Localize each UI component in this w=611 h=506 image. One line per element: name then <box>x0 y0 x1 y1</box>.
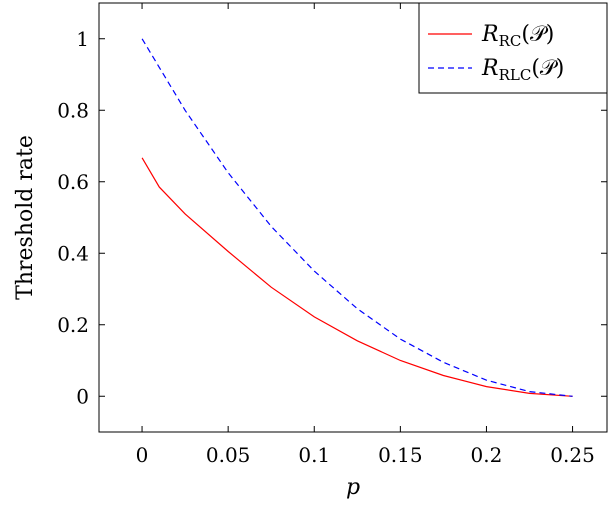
series-line-rc <box>141 157 573 397</box>
y-tick-label: 0.6 <box>57 170 89 194</box>
legend-rc-main: R <box>481 22 499 47</box>
x-axis-label: p <box>346 475 360 500</box>
series-layer <box>141 38 573 397</box>
legend-rc-tail: (𝒫) <box>521 22 554 47</box>
x-tick-label: 0 <box>136 443 149 467</box>
x-tick-label: 0.05 <box>206 443 251 467</box>
y-tick-label: 0.2 <box>57 313 89 337</box>
legend: RRC(𝒫) RRLC(𝒫) <box>418 2 608 94</box>
y-tick-label: 0.8 <box>57 98 89 122</box>
y-axis-label: Threshold rate <box>13 135 38 300</box>
legend-rlc-sub: RLC <box>499 66 532 84</box>
legend-rc-sub: RC <box>499 32 522 50</box>
x-tick-label: 0.15 <box>378 443 423 467</box>
legend-rlc-tail: (𝒫) <box>531 56 564 81</box>
y-tick-label: 0 <box>76 384 89 408</box>
legend-entry-rc: RRC(𝒫) <box>481 22 554 50</box>
legend-rlc-main: R <box>481 56 499 81</box>
y-tick-label: 1 <box>76 27 89 51</box>
x-tick-label: 0.1 <box>298 443 330 467</box>
legend-box <box>418 2 608 94</box>
series-line-rlc <box>141 38 573 397</box>
x-tick-label: 0.25 <box>550 443 595 467</box>
plot-frame <box>98 2 608 433</box>
labels-layer: 0 0.05 0.1 0.15 0.2 0.25 0 0.2 0.4 0.6 0.8 1 <box>57 27 595 467</box>
y-tick-label: 0.4 <box>57 241 89 265</box>
x-tick-label: 0.2 <box>471 443 503 467</box>
legend-entry-rlc: RRLC(𝒫) <box>481 56 564 84</box>
